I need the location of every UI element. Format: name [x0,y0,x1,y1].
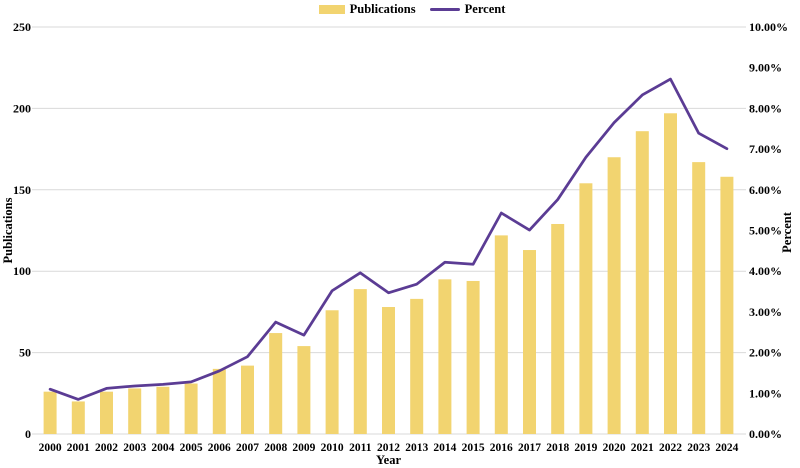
bar-2009 [297,346,311,434]
left-axis-tick-label: 0 [25,427,31,441]
bar-2006 [212,368,226,434]
legend-item-percent: Percent [429,2,506,17]
chart-legend: Publications Percent [12,2,800,17]
left-axis-tick-label: 250 [13,20,31,34]
bar-2000 [43,391,57,434]
bar-2010 [325,310,339,434]
x-axis-tick-label: 2006 [208,442,231,454]
bar-2021 [635,131,649,434]
left-axis-tick-label: 150 [13,183,31,197]
right-axis-tick-label: 3.00% [749,305,782,319]
x-axis-tick-label: 2011 [349,442,372,454]
x-axis-tick-label: 2017 [518,442,541,454]
x-axis-tick-label: 2013 [405,442,428,454]
x-axis-tick-label: 2010 [321,442,344,454]
left-axis-tick-label: 50 [19,346,31,360]
x-axis-tick-label: 2021 [631,442,654,454]
bar-2007 [241,365,254,434]
left-axis-tick-label: 100 [13,264,31,278]
legend-item-publications: Publications [318,2,416,17]
x-axis-tick-label: 2000 [39,442,62,454]
x-axis-tick-label: 2022 [659,442,682,454]
bar-2024 [720,176,734,434]
right-axis-tick-label: 7.00% [749,142,782,156]
right-axis-tick-label: 9.00% [749,61,782,75]
bar-2020 [607,157,621,435]
bar-2012 [382,307,395,434]
x-axis-title: Year [376,453,401,467]
bar-2013 [410,298,424,434]
bar-2014 [438,279,452,434]
bar-2005 [184,383,198,434]
legend-label-publications: Publications [349,2,416,16]
x-axis-tick-label: 2008 [264,442,287,454]
right-axis-tick-label: 8.00% [749,101,782,115]
x-axis-tick-label: 2014 [433,442,456,454]
bar-2001 [71,401,85,434]
x-axis-tick-label: 2002 [95,442,118,454]
right-axis-tick-label: 2.00% [749,346,782,360]
bar-2008 [269,333,283,434]
bar-2019 [579,183,593,434]
x-axis-tick-label: 2015 [462,442,485,454]
x-axis-tick-label: 2023 [687,442,710,454]
line-swatch-icon [429,7,460,12]
x-axis-tick-label: 2005 [180,442,203,454]
right-axis-tick-label: 10.00% [749,20,788,34]
x-axis-tick-label: 2007 [236,442,259,454]
bar-2018 [551,223,565,434]
x-axis-tick-label: 2020 [603,442,626,454]
x-axis-tick-label: 2018 [546,442,569,454]
x-axis-tick-label: 2004 [151,442,174,454]
right-axis-title: Percent [780,211,794,253]
bar-2004 [156,386,170,434]
x-axis-tick-label: 2019 [574,442,597,454]
bar-2022 [664,113,677,434]
right-axis-tick-label: 6.00% [749,183,782,197]
bar-2023 [692,162,706,434]
right-axis-tick-label: 5.00% [749,224,782,238]
right-axis-tick-label: 1.00% [749,386,782,400]
bar-2016 [494,235,508,434]
right-axis-tick-label: 0.00% [749,427,782,441]
x-axis-tick-label: 2012 [377,442,400,454]
bar-2011 [353,289,367,434]
x-axis-tick-label: 2001 [67,442,90,454]
percent-line [48,77,729,401]
bar-2002 [100,391,113,434]
bar-2015 [466,280,480,434]
bar-2017 [523,250,536,434]
x-axis-tick-label: 2024 [715,442,738,454]
left-axis-tick-label: 200 [13,101,31,115]
bar-swatch-icon [318,5,345,14]
x-axis-tick-label: 2009 [292,442,315,454]
x-axis-tick-label: 2003 [123,442,146,454]
left-axis-title: Publications [1,197,15,263]
bar-2003 [128,388,142,434]
x-axis-tick-label: 2016 [490,442,513,454]
legend-label-percent: Percent [464,2,506,16]
right-axis-tick-label: 4.00% [749,264,782,278]
